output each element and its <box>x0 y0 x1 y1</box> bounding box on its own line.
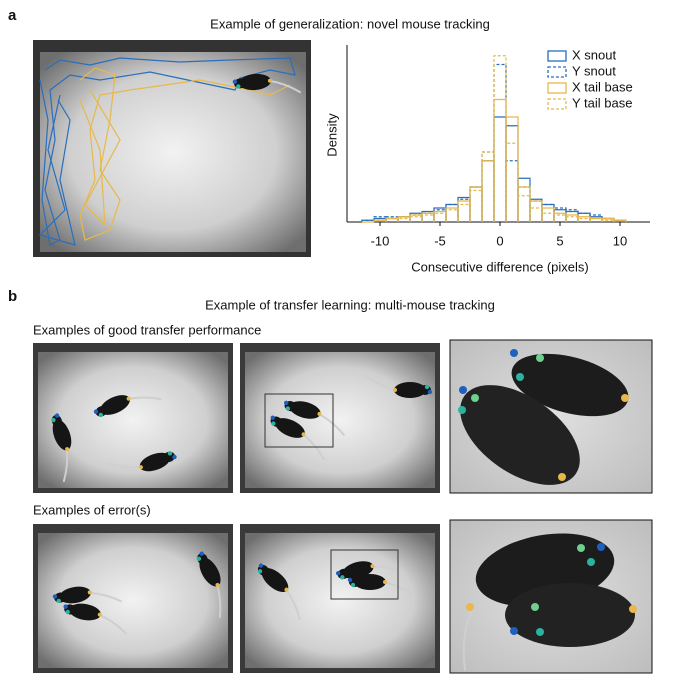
histogram-step <box>481 160 495 222</box>
histogram-step <box>565 214 579 222</box>
histogram-step <box>373 216 387 222</box>
histogram-step <box>505 125 519 222</box>
histogram-step <box>577 216 591 222</box>
legend-label: X tail base <box>572 79 633 94</box>
histogram-step <box>397 217 411 222</box>
histogram-step <box>409 216 423 222</box>
histogram-step <box>445 203 459 222</box>
histogram-step <box>517 177 531 222</box>
legend-label: Y snout <box>572 63 616 78</box>
x-tick-label: -5 <box>434 233 446 248</box>
histogram-step <box>529 198 543 222</box>
panel-label: b <box>8 288 17 305</box>
histogram-step <box>385 216 399 222</box>
histogram-step <box>589 216 603 222</box>
histogram-step <box>493 63 507 222</box>
arena-photo <box>33 40 311 257</box>
histogram-step <box>613 219 627 222</box>
histogram-step <box>553 209 567 222</box>
histogram-step <box>469 186 483 222</box>
histogram-step <box>469 186 483 222</box>
histogram-step <box>493 116 507 222</box>
x-tick-label: 5 <box>556 233 563 248</box>
histogram-chart: Consecutive difference (pixels) Density … <box>324 45 650 274</box>
histogram-step <box>445 209 459 222</box>
legend-swatch <box>547 98 567 110</box>
histogram-step <box>481 151 495 222</box>
row-label: Examples of error(s) <box>33 502 151 517</box>
histogram-step <box>469 186 483 222</box>
histogram-step <box>397 216 411 222</box>
histogram-step <box>397 216 411 222</box>
legend-label: Y tail base <box>572 95 632 110</box>
histogram-step <box>505 160 519 222</box>
histogram-step <box>469 189 483 222</box>
panel-title: Example of transfer learning: multi-mous… <box>205 297 495 312</box>
histogram-step <box>577 212 591 222</box>
histogram-step <box>517 195 531 222</box>
row-label: Examples of good transfer performance <box>33 322 261 337</box>
histogram-step <box>421 214 435 222</box>
histogram-step <box>529 200 543 222</box>
panel-label: a <box>8 7 17 24</box>
histogram-step <box>445 203 459 222</box>
histogram-step <box>529 200 543 222</box>
histogram-step <box>541 207 555 222</box>
photo-row-good <box>33 339 653 494</box>
histogram-step <box>409 214 423 222</box>
histogram-step <box>505 142 519 222</box>
legend-swatch <box>547 82 567 94</box>
x-axis-label: Consecutive difference (pixels) <box>411 259 589 274</box>
legend-label: X snout <box>572 47 616 62</box>
histogram-step <box>505 116 519 222</box>
histogram-step <box>517 186 531 222</box>
histogram-step <box>433 212 447 222</box>
x-tick-label: 0 <box>496 233 503 248</box>
panel-title: Example of generalization: novel mouse t… <box>210 16 490 31</box>
histogram-step <box>553 214 567 222</box>
histogram-step <box>457 203 471 222</box>
histogram-step <box>493 98 507 222</box>
x-tick-label: -10 <box>371 233 390 248</box>
histogram-step <box>481 160 495 222</box>
histogram-step <box>541 212 555 222</box>
histogram-step <box>373 219 387 222</box>
legend-swatch <box>547 66 567 78</box>
histogram-step <box>397 216 411 222</box>
histogram-step <box>601 219 615 222</box>
x-tick-label: 10 <box>613 233 627 248</box>
histogram-step <box>577 217 591 222</box>
histogram-step <box>529 207 543 222</box>
histogram-step <box>577 212 591 222</box>
histogram-step <box>493 55 507 222</box>
histogram-step <box>409 214 423 222</box>
histogram-step <box>457 198 471 222</box>
histogram-step <box>517 186 531 222</box>
histogram-step <box>481 151 495 222</box>
legend-swatch <box>547 50 567 62</box>
histogram-step <box>565 216 579 222</box>
photo-row-error <box>33 519 653 674</box>
y-axis-label: Density <box>324 113 339 157</box>
histogram-step <box>361 219 375 222</box>
